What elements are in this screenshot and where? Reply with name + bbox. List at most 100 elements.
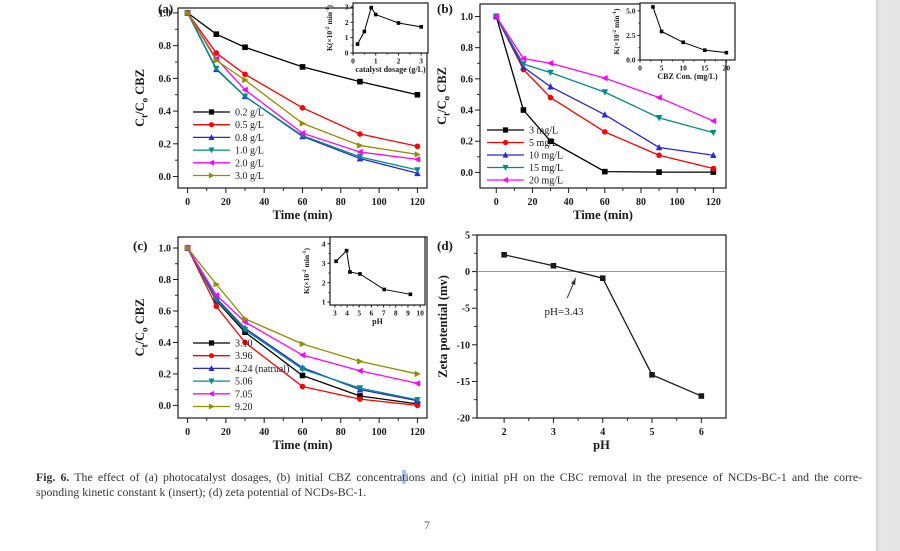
svg-text:0.2: 0.2 (159, 139, 172, 150)
svg-text:40: 40 (259, 197, 269, 208)
svg-text:0.0: 0.0 (159, 172, 172, 183)
svg-text:3.0 g/L: 3.0 g/L (235, 171, 264, 182)
svg-text:K(×10-2 min-1): K(×10-2 min-1) (302, 248, 311, 295)
svg-text:3.96: 3.96 (235, 351, 253, 362)
svg-text:40: 40 (564, 197, 574, 208)
svg-text:80: 80 (336, 197, 346, 208)
panel-d-annotation: pH=3.43 (545, 277, 584, 318)
svg-text:10 mg/L: 10 mg/L (529, 151, 563, 162)
svg-text:0.8: 0.8 (159, 41, 172, 52)
panel-d-chart: 2 3 4 5 6 -20 -15 -10 -5 0 5 pH Zeta potential (mv) (… (436, 231, 727, 452)
svg-text:2: 2 (345, 18, 349, 27)
panel-b-legend: 3 mg/L5 mg/L 10 mg/L15 mg/L 20 mg/L (487, 126, 563, 187)
svg-text:10: 10 (416, 309, 424, 318)
svg-text:60: 60 (298, 427, 308, 438)
svg-text:1: 1 (374, 57, 378, 66)
svg-text:(b): (b) (437, 1, 453, 16)
svg-text:pH=3.43: pH=3.43 (545, 306, 584, 318)
svg-text:0.4: 0.4 (461, 106, 474, 117)
svg-text:0.6: 0.6 (159, 306, 172, 317)
svg-text:4.24 (natrual): 4.24 (natrual) (235, 364, 289, 375)
svg-text:2: 2 (502, 427, 507, 438)
panel-c-legend: 3.103.96 4.24 (natrual) 5.067.05 9.20 (193, 339, 289, 413)
svg-text:3.10: 3.10 (235, 339, 253, 350)
svg-text:60: 60 (600, 197, 610, 208)
svg-text:Ct/Co CBZ: Ct/Co CBZ (435, 67, 452, 125)
svg-text:0: 0 (465, 267, 470, 278)
svg-text:0.0: 0.0 (159, 401, 172, 412)
svg-text:80: 80 (636, 197, 646, 208)
panel-c-series-5 (184, 244, 421, 378)
svg-text:5: 5 (660, 64, 664, 73)
svg-text:-20: -20 (457, 414, 470, 425)
svg-text:40: 40 (259, 427, 269, 438)
svg-text:catalyst dosage (g/L): catalyst dosage (g/L) (355, 65, 426, 74)
svg-text:-5: -5 (462, 304, 470, 315)
svg-text:0.2 g/L: 0.2 g/L (235, 108, 264, 119)
svg-text:1: 1 (322, 298, 326, 307)
caption-text-pre: The effect of (a) photocatalyst dosages,… (69, 470, 403, 484)
svg-text:K(×10-2 min-1): K(×10-2 min-1) (612, 8, 621, 55)
svg-text:20: 20 (723, 64, 731, 73)
svg-text:(d): (d) (437, 238, 453, 253)
svg-text:0.4: 0.4 (159, 338, 172, 349)
svg-text:4: 4 (600, 427, 605, 438)
svg-text:3: 3 (345, 2, 349, 11)
svg-text:(a): (a) (158, 1, 173, 16)
svg-text:0.2: 0.2 (461, 137, 474, 148)
svg-text:pH: pH (593, 438, 610, 452)
svg-text:pH: pH (372, 317, 383, 326)
svg-text:0.5 g/L: 0.5 g/L (235, 120, 264, 131)
panel-a-series-5 (184, 9, 421, 158)
svg-text:K(×10-2 min-1): K(×10-2 min-1) (325, 5, 334, 52)
svg-text:3: 3 (551, 427, 556, 438)
svg-text:20: 20 (221, 427, 231, 438)
caption-fig-label: Fig. 6. (36, 470, 70, 484)
svg-text:15: 15 (701, 64, 709, 73)
svg-text:5.06: 5.06 (235, 377, 253, 388)
panel-a-series-1 (184, 10, 421, 150)
svg-text:1: 1 (345, 33, 349, 42)
panel-d-axes: 2 3 4 5 6 -20 -15 -10 -5 0 5 (457, 231, 727, 438)
svg-text:0: 0 (185, 197, 190, 208)
svg-text:10: 10 (679, 64, 687, 73)
svg-text:100: 100 (372, 197, 387, 208)
svg-text:100: 100 (372, 427, 387, 438)
svg-text:3: 3 (322, 259, 326, 268)
svg-text:-10: -10 (457, 340, 470, 351)
svg-text:Time (min): Time (min) (273, 438, 333, 452)
svg-text:0: 0 (494, 197, 499, 208)
svg-text:120: 120 (706, 197, 721, 208)
svg-text:0.6: 0.6 (461, 74, 474, 85)
svg-text:CBZ Con. (mg/L): CBZ Con. (mg/L) (657, 72, 718, 81)
svg-text:7.05: 7.05 (235, 389, 253, 400)
svg-text:60: 60 (298, 197, 308, 208)
svg-text:1.0 g/L: 1.0 g/L (235, 146, 264, 157)
svg-text:0.0: 0.0 (461, 168, 474, 179)
text-selection-highlight: t (402, 470, 406, 484)
svg-text:120: 120 (410, 427, 425, 438)
svg-text:5: 5 (465, 231, 470, 242)
caption-text-post: ions and (c) initial pH on the CBC remov… (405, 470, 863, 484)
svg-text:Zeta potential (mv): Zeta potential (mv) (436, 275, 450, 378)
panel-d-series-0 (501, 251, 705, 399)
svg-text:0.8: 0.8 (461, 43, 474, 54)
svg-text:20: 20 (527, 197, 537, 208)
svg-text:9.20: 9.20 (235, 402, 253, 413)
caption-line-1: Fig. 6. The effect of (a) photocatalyst … (36, 470, 862, 485)
svg-text:0.4: 0.4 (159, 107, 172, 118)
svg-text:3: 3 (333, 309, 337, 318)
svg-text:4: 4 (322, 239, 326, 248)
svg-text:0.6: 0.6 (159, 74, 172, 85)
svg-text:1.0: 1.0 (159, 8, 172, 19)
svg-text:-15: -15 (457, 377, 470, 388)
svg-text:2: 2 (397, 57, 401, 66)
svg-text:1.0: 1.0 (461, 12, 474, 23)
svg-text:Time (min): Time (min) (273, 208, 333, 222)
